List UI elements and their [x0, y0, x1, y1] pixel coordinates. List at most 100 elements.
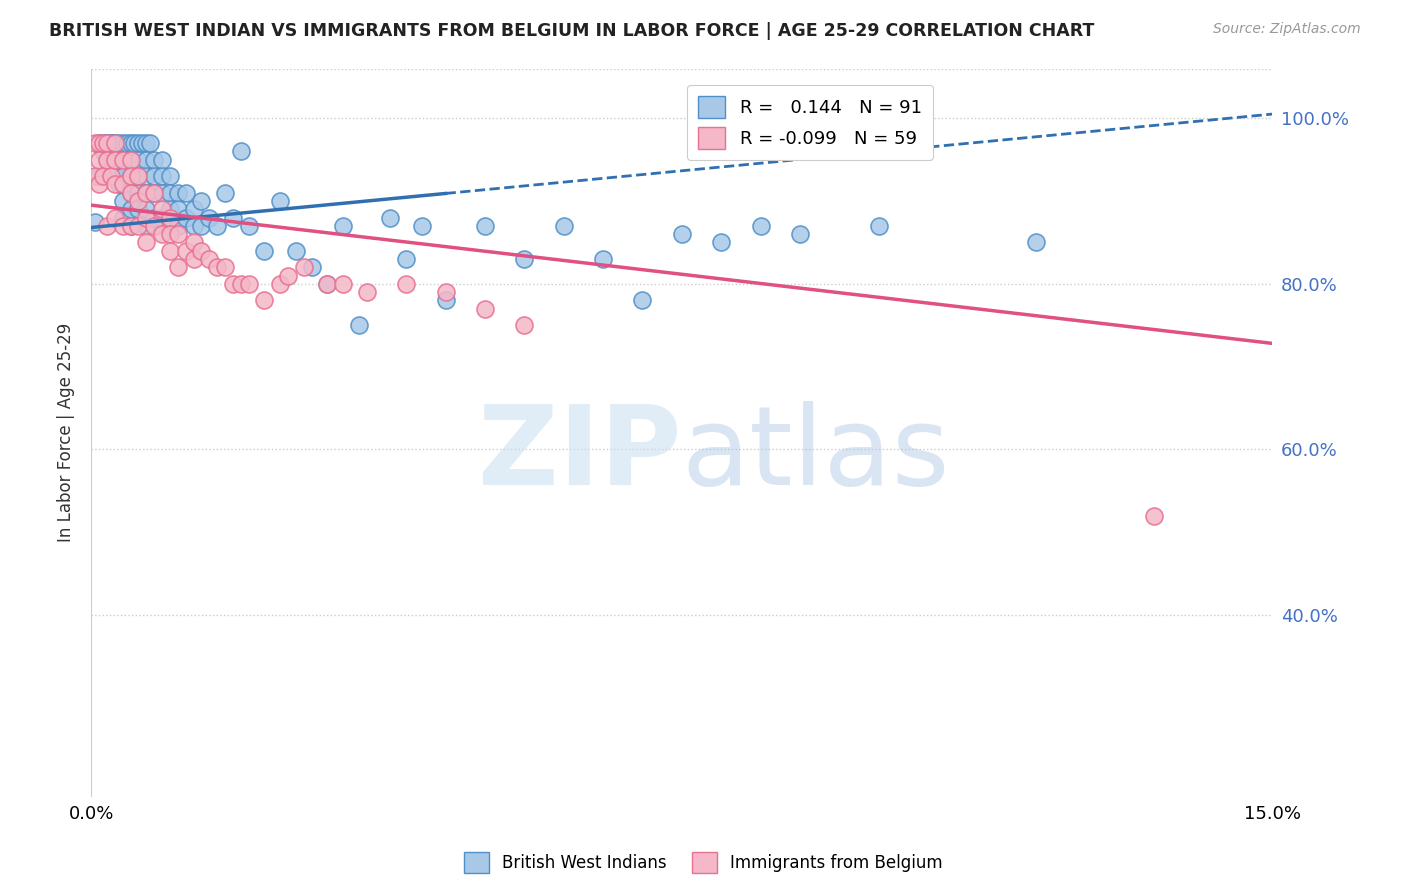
Point [356, 285, 378, 299]
Point [284, 244, 307, 258]
Point [87, 178, 110, 192]
Point [190, 244, 212, 258]
Point [135, 211, 157, 225]
Point [332, 219, 354, 233]
Point [135, 169, 157, 183]
Point [91, 136, 114, 150]
Point [96, 153, 118, 167]
Point [96, 136, 118, 150]
Point [159, 219, 181, 233]
Point [198, 252, 221, 266]
Point [127, 194, 149, 208]
Point [205, 219, 228, 233]
Point [91, 169, 114, 183]
Point [380, 211, 402, 225]
Text: ZIP: ZIP [478, 401, 682, 508]
Point [135, 136, 157, 150]
Point [120, 153, 142, 167]
Point [96, 219, 118, 233]
Point [166, 227, 188, 241]
Point [1025, 235, 1047, 250]
Point [96, 153, 118, 167]
Point [434, 293, 457, 308]
Point [111, 153, 134, 167]
Point [434, 285, 457, 299]
Point [229, 145, 252, 159]
Point [332, 277, 354, 291]
Point [143, 153, 166, 167]
Legend: British West Indians, Immigrants from Belgium: British West Indians, Immigrants from Be… [457, 846, 949, 880]
Point [222, 277, 245, 291]
Point [150, 227, 173, 241]
Point [104, 211, 127, 225]
Point [104, 136, 127, 150]
Point [150, 202, 173, 217]
Point [143, 219, 166, 233]
Point [104, 136, 127, 150]
Point [104, 178, 127, 192]
Point [222, 211, 245, 225]
Point [115, 136, 138, 150]
Point [139, 136, 162, 150]
Point [120, 219, 142, 233]
Point [107, 136, 129, 150]
Point [395, 252, 418, 266]
Point [124, 136, 146, 150]
Point [395, 277, 418, 291]
Point [96, 136, 118, 150]
Point [87, 153, 110, 167]
Point [84, 169, 107, 183]
Point [135, 235, 157, 250]
Point [150, 186, 173, 200]
Point [174, 211, 197, 225]
Point [150, 211, 173, 225]
Point [111, 219, 134, 233]
Point [107, 178, 129, 192]
Point [104, 153, 127, 167]
Point [316, 277, 339, 291]
Point [553, 219, 575, 233]
Point [135, 202, 157, 217]
Point [87, 169, 110, 183]
Point [789, 227, 811, 241]
Point [135, 219, 157, 233]
Point [127, 186, 149, 200]
Point [159, 211, 181, 225]
Point [174, 186, 197, 200]
Point [127, 153, 149, 167]
Point [100, 136, 122, 150]
Point [111, 178, 134, 192]
Point [150, 169, 173, 183]
Y-axis label: In Labor Force | Age 25-29: In Labor Force | Age 25-29 [58, 323, 75, 542]
Point [143, 186, 166, 200]
Point [143, 186, 166, 200]
Point [111, 211, 134, 225]
Point [100, 169, 122, 183]
Point [513, 252, 536, 266]
Point [253, 244, 276, 258]
Point [190, 194, 212, 208]
Point [269, 194, 291, 208]
Point [111, 169, 134, 183]
Point [135, 186, 157, 200]
Point [84, 136, 107, 150]
Point [120, 153, 142, 167]
Point [87, 136, 110, 150]
Point [183, 219, 205, 233]
Point [1143, 508, 1166, 523]
Point [159, 244, 181, 258]
Point [120, 169, 142, 183]
Point [347, 318, 370, 333]
Point [120, 219, 142, 233]
Point [120, 186, 142, 200]
Point [269, 277, 291, 291]
Point [238, 277, 260, 291]
Point [513, 318, 536, 333]
Point [91, 145, 114, 159]
Point [253, 293, 276, 308]
Point [104, 153, 127, 167]
Point [120, 186, 142, 200]
Point [183, 235, 205, 250]
Point [135, 153, 157, 167]
Point [474, 219, 496, 233]
